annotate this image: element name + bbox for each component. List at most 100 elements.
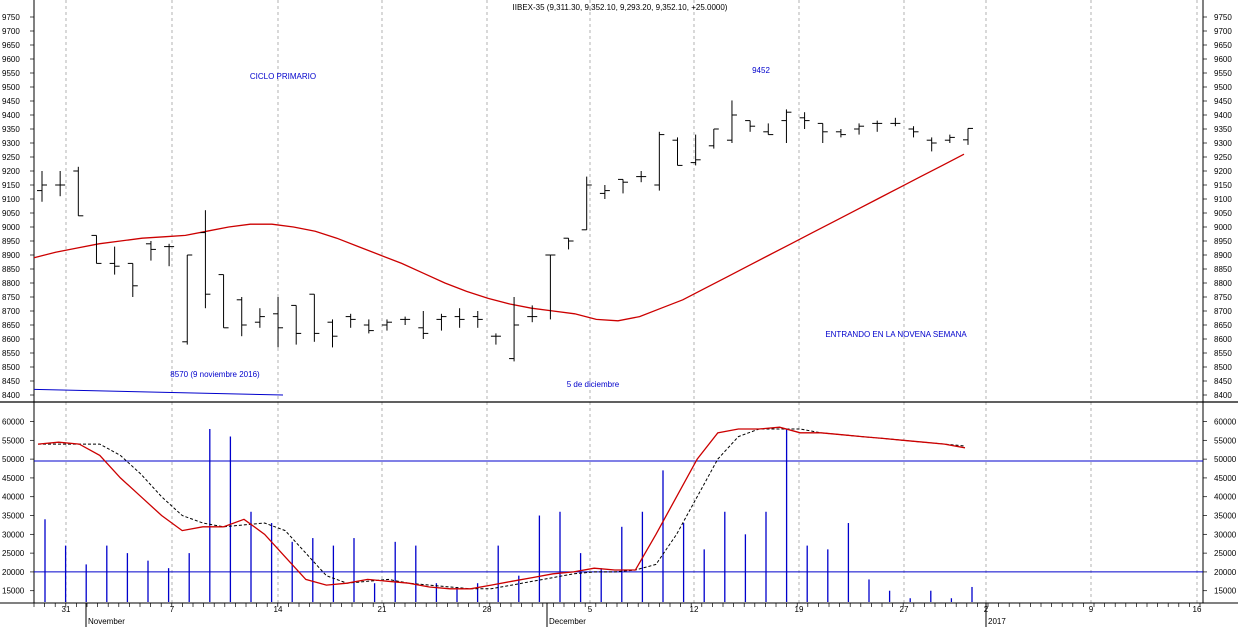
- volume-tick-label-right: 15000: [1214, 587, 1237, 596]
- ohlc-bar: [817, 122, 828, 143]
- ohlc-bar: [109, 246, 120, 275]
- grid: [65, 0, 1198, 603]
- ohlc-bar: [672, 137, 683, 166]
- x-tick-label: 14: [274, 605, 283, 614]
- y-tick-label-right: 8600: [1214, 335, 1232, 344]
- ohlc-bar: [654, 131, 665, 191]
- x-tick-label: 9: [1089, 605, 1094, 614]
- ohlc-bar: [490, 333, 501, 345]
- ohlc-bar: [454, 308, 465, 328]
- volume-tick-label-left: 50000: [2, 455, 25, 464]
- month-label: November: [88, 617, 125, 626]
- y-tick-label-left: 9300: [2, 139, 20, 148]
- ohlc-bar: [254, 308, 265, 328]
- volume-tick-label-left: 40000: [2, 493, 25, 502]
- ohlc-bar: [581, 176, 592, 231]
- y-tick-label-right: 9300: [1214, 139, 1232, 148]
- ohlc-bar: [618, 178, 629, 194]
- x-tick-label: 31: [62, 605, 71, 614]
- ohlc-bar: [345, 313, 356, 328]
- volume-tick-label-left: 20000: [2, 568, 25, 577]
- volume-tick-label-left: 45000: [2, 474, 25, 483]
- annotation-cycle: CICLO PRIMARIO: [250, 72, 316, 81]
- ohlc-bar: [400, 316, 411, 325]
- volume-tick-label-right: 45000: [1214, 474, 1237, 483]
- ohlc-bar: [563, 237, 574, 250]
- ohlc-bar: [908, 126, 919, 138]
- volume-tick-label-right: 40000: [1214, 493, 1237, 502]
- volume-tick-label-left: 60000: [2, 418, 25, 427]
- y-tick-label-left: 8600: [2, 335, 20, 344]
- volume-tick-label-right: 20000: [1214, 568, 1237, 577]
- y-tick-label-left: 9450: [2, 97, 20, 106]
- ohlc-bar: [509, 297, 520, 362]
- ohlc-bar: [236, 297, 247, 337]
- y-tick-label-left: 8950: [2, 237, 20, 246]
- volume-tick-label-left: 55000: [2, 436, 25, 445]
- ohlc-bar: [926, 137, 937, 152]
- y-tick-label-right: 9650: [1214, 41, 1232, 50]
- ohlc-bar: [327, 319, 338, 348]
- ohlc-bar: [944, 134, 955, 143]
- annotation-week: ENTRANDO EN LA NOVENA SEMANA: [825, 330, 967, 339]
- y-tick-label-left: 8500: [2, 363, 20, 372]
- moving-average: [33, 153, 965, 322]
- ohlc-bar: [381, 319, 392, 331]
- y-tick-label-right: 9400: [1214, 111, 1232, 120]
- y-tick-label-right: 9550: [1214, 69, 1232, 78]
- oscillator-main-line: [37, 426, 966, 590]
- y-tick-label-right: 9000: [1214, 223, 1232, 232]
- ohlc-bar: [708, 128, 719, 149]
- ohlc-bar: [436, 313, 447, 331]
- x-tick-label: 27: [900, 605, 909, 614]
- y-tick-label-left: 9000: [2, 223, 20, 232]
- ohlc-bar: [127, 262, 138, 297]
- ohlc-bar: [91, 234, 102, 264]
- volume-tick-label-right: 55000: [1214, 436, 1237, 445]
- y-tick-label-left: 9400: [2, 111, 20, 120]
- ohlc-bar: [872, 120, 883, 132]
- y-tick-label-left: 9650: [2, 41, 20, 50]
- y-tick-label-right: 8400: [1214, 391, 1232, 400]
- ohlc-bar: [291, 304, 302, 345]
- x-tick-label: 5: [588, 605, 593, 614]
- y-tick-label-left: 8400: [2, 391, 20, 400]
- y-tick-label-right: 9050: [1214, 209, 1232, 218]
- ohlc-bar: [418, 311, 429, 339]
- x-tick-label: 21: [378, 605, 387, 614]
- ohlc-bar: [527, 305, 538, 323]
- ohlc-bar: [763, 123, 774, 136]
- volume-tick-label-right: 35000: [1214, 512, 1237, 521]
- y-tick-label-right: 8650: [1214, 321, 1232, 330]
- y-tick-label-right: 8900: [1214, 251, 1232, 260]
- ohlc-bar: [164, 243, 175, 267]
- volume-tick-label-right: 25000: [1214, 549, 1237, 558]
- ohlc-bar: [309, 293, 320, 342]
- x-tick-label: 19: [795, 605, 804, 614]
- y-tick-label-left: 9700: [2, 27, 20, 36]
- ohlc-bar: [472, 311, 483, 328]
- volume-tick-label-left: 15000: [2, 587, 25, 596]
- annotation-low-nov: 8570 (9 noviembre 2016): [170, 370, 260, 379]
- ohlc-bar: [726, 100, 737, 143]
- y-tick-label-left: 9050: [2, 209, 20, 218]
- y-tick-label-right: 9200: [1214, 167, 1232, 176]
- tick-labels: 31 7 14 21 28 5 12 19 27 2 9 16 November December 2017…: [2, 13, 1237, 626]
- oscillator-lines: [37, 426, 966, 590]
- y-tick-label-right: 9750: [1214, 13, 1232, 22]
- chart-title: IIBEX-35 (9,311.30, 9,352.10, 9,293.20, …: [513, 3, 728, 12]
- y-tick-label-right: 8950: [1214, 237, 1232, 246]
- y-tick-label-left: 8750: [2, 293, 20, 302]
- volume-tick-label-left: 25000: [2, 549, 25, 558]
- ohlc-bar: [963, 127, 973, 145]
- annotation-peak: 9452: [752, 66, 770, 75]
- y-tick-label-right: 9600: [1214, 55, 1232, 64]
- oscillator-signal-line: [38, 428, 966, 590]
- ohlc-bar: [200, 210, 211, 309]
- y-tick-label-right: 9500: [1214, 83, 1232, 92]
- volume-tick-label-right: 30000: [1214, 530, 1237, 539]
- y-tick-label-left: 9550: [2, 69, 20, 78]
- volume-tick-label-left: 35000: [2, 512, 25, 521]
